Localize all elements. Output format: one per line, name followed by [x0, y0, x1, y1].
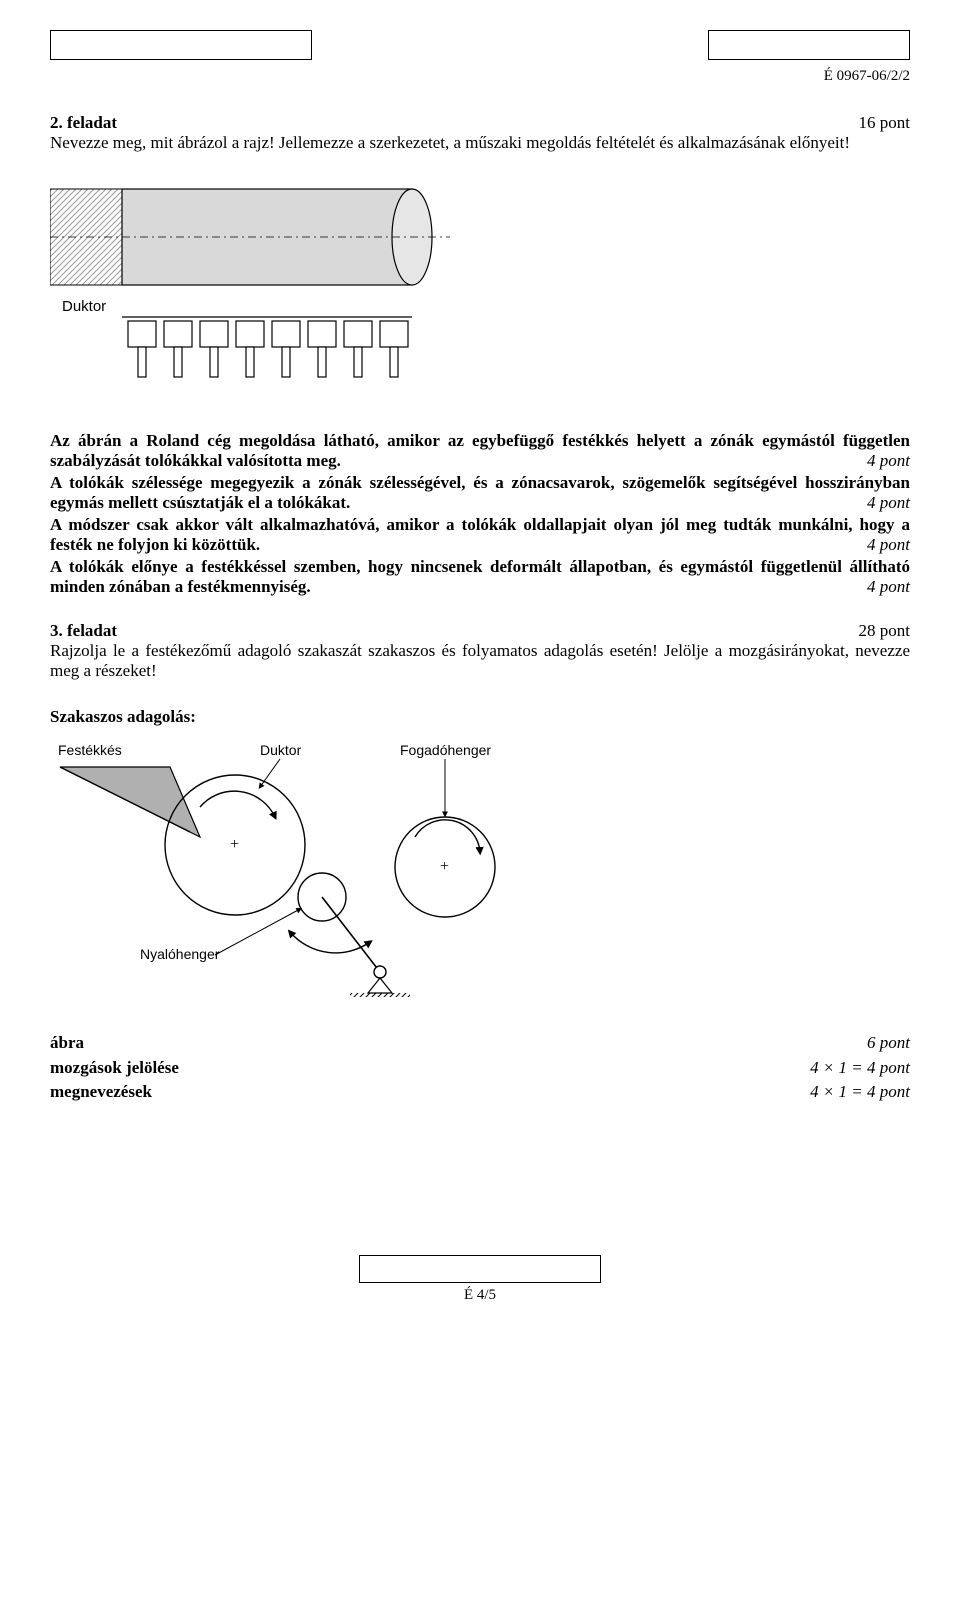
svg-text:Nyalóhenger: Nyalóhenger [140, 946, 220, 962]
task3-title: 3. feladat [50, 621, 117, 641]
task2-answer-3: A módszer csak akkor vált alkalmazhatóvá… [50, 515, 910, 555]
footer: É 4/5 [50, 1255, 910, 1304]
header-box-right [708, 30, 910, 60]
task3-prompt: Rajzolja le a festékezőmű adagoló szakas… [50, 641, 910, 681]
task2-answer-4-pts: 4 pont [867, 577, 910, 597]
task2-header: 2. feladat 16 pont [50, 113, 910, 133]
task2-answer-3-pts: 4 pont [867, 535, 910, 555]
task3-subheading: Szakaszos adagolás: [50, 707, 910, 727]
footer-page-number: É 4/5 [50, 1287, 910, 1304]
grading-label: megnevezések [50, 1080, 152, 1105]
footer-box [359, 1255, 601, 1283]
document-id: É 0967-06/2/2 [50, 68, 910, 85]
task3-points: 28 pont [859, 621, 910, 641]
task2-title: 2. feladat [50, 113, 117, 133]
svg-text:Fogadóhenger: Fogadóhenger [400, 742, 491, 758]
svg-text:Duktor: Duktor [260, 742, 302, 758]
task3-diagram: Festékkés Duktor Fogadóhenger + + [50, 737, 910, 997]
grading-label: ábra [50, 1031, 84, 1056]
task2-answer-2-pts: 4 pont [867, 493, 910, 513]
task2-points: 16 pont [859, 113, 910, 133]
grading-row: mozgások jelölése 4 × 1 = 4 pont [50, 1056, 910, 1081]
task2-answer-2-text: A tolókák szélessége megegyezik a zónák … [50, 473, 910, 512]
header-box-left [50, 30, 312, 60]
grading-value: 6 pont [867, 1031, 910, 1056]
header-boxes [50, 30, 910, 60]
grading-row: ábra 6 pont [50, 1031, 910, 1056]
task2-answer-4: A tolókák előnye a festékkéssel szemben,… [50, 557, 910, 597]
grading-row: megnevezések 4 × 1 = 4 pont [50, 1080, 910, 1105]
task2-answer-4-text: A tolókák előnye a festékkéssel szemben,… [50, 557, 910, 596]
grading-label: mozgások jelölése [50, 1056, 179, 1081]
svg-text:+: + [230, 836, 239, 853]
grading-value: 4 × 1 = 4 pont [810, 1056, 910, 1081]
task2-answer-1-text: Az ábrán a Roland cég megoldása látható,… [50, 431, 910, 470]
task2-prompt: Nevezze meg, mit ábrázol a rajz! Jelleme… [50, 133, 910, 153]
task2-diagram-label: Duktor [62, 298, 106, 315]
task2-answer-3-text: A módszer csak akkor vált alkalmazhatóvá… [50, 515, 910, 554]
task2-answer-1: Az ábrán a Roland cég megoldása látható,… [50, 431, 910, 471]
task2-answer-2: A tolókák szélessége megegyezik a zónák … [50, 473, 910, 513]
grading-value: 4 × 1 = 4 pont [810, 1080, 910, 1105]
task2-answer-1-pts: 4 pont [867, 451, 910, 471]
svg-text:Festékkés: Festékkés [58, 742, 122, 758]
svg-text:+: + [440, 858, 449, 875]
task3-grading: ábra 6 pont mozgások jelölése 4 × 1 = 4 … [50, 1031, 910, 1105]
task3-header: 3. feladat 28 pont [50, 621, 910, 641]
task2-diagram: Duktor [50, 173, 910, 403]
